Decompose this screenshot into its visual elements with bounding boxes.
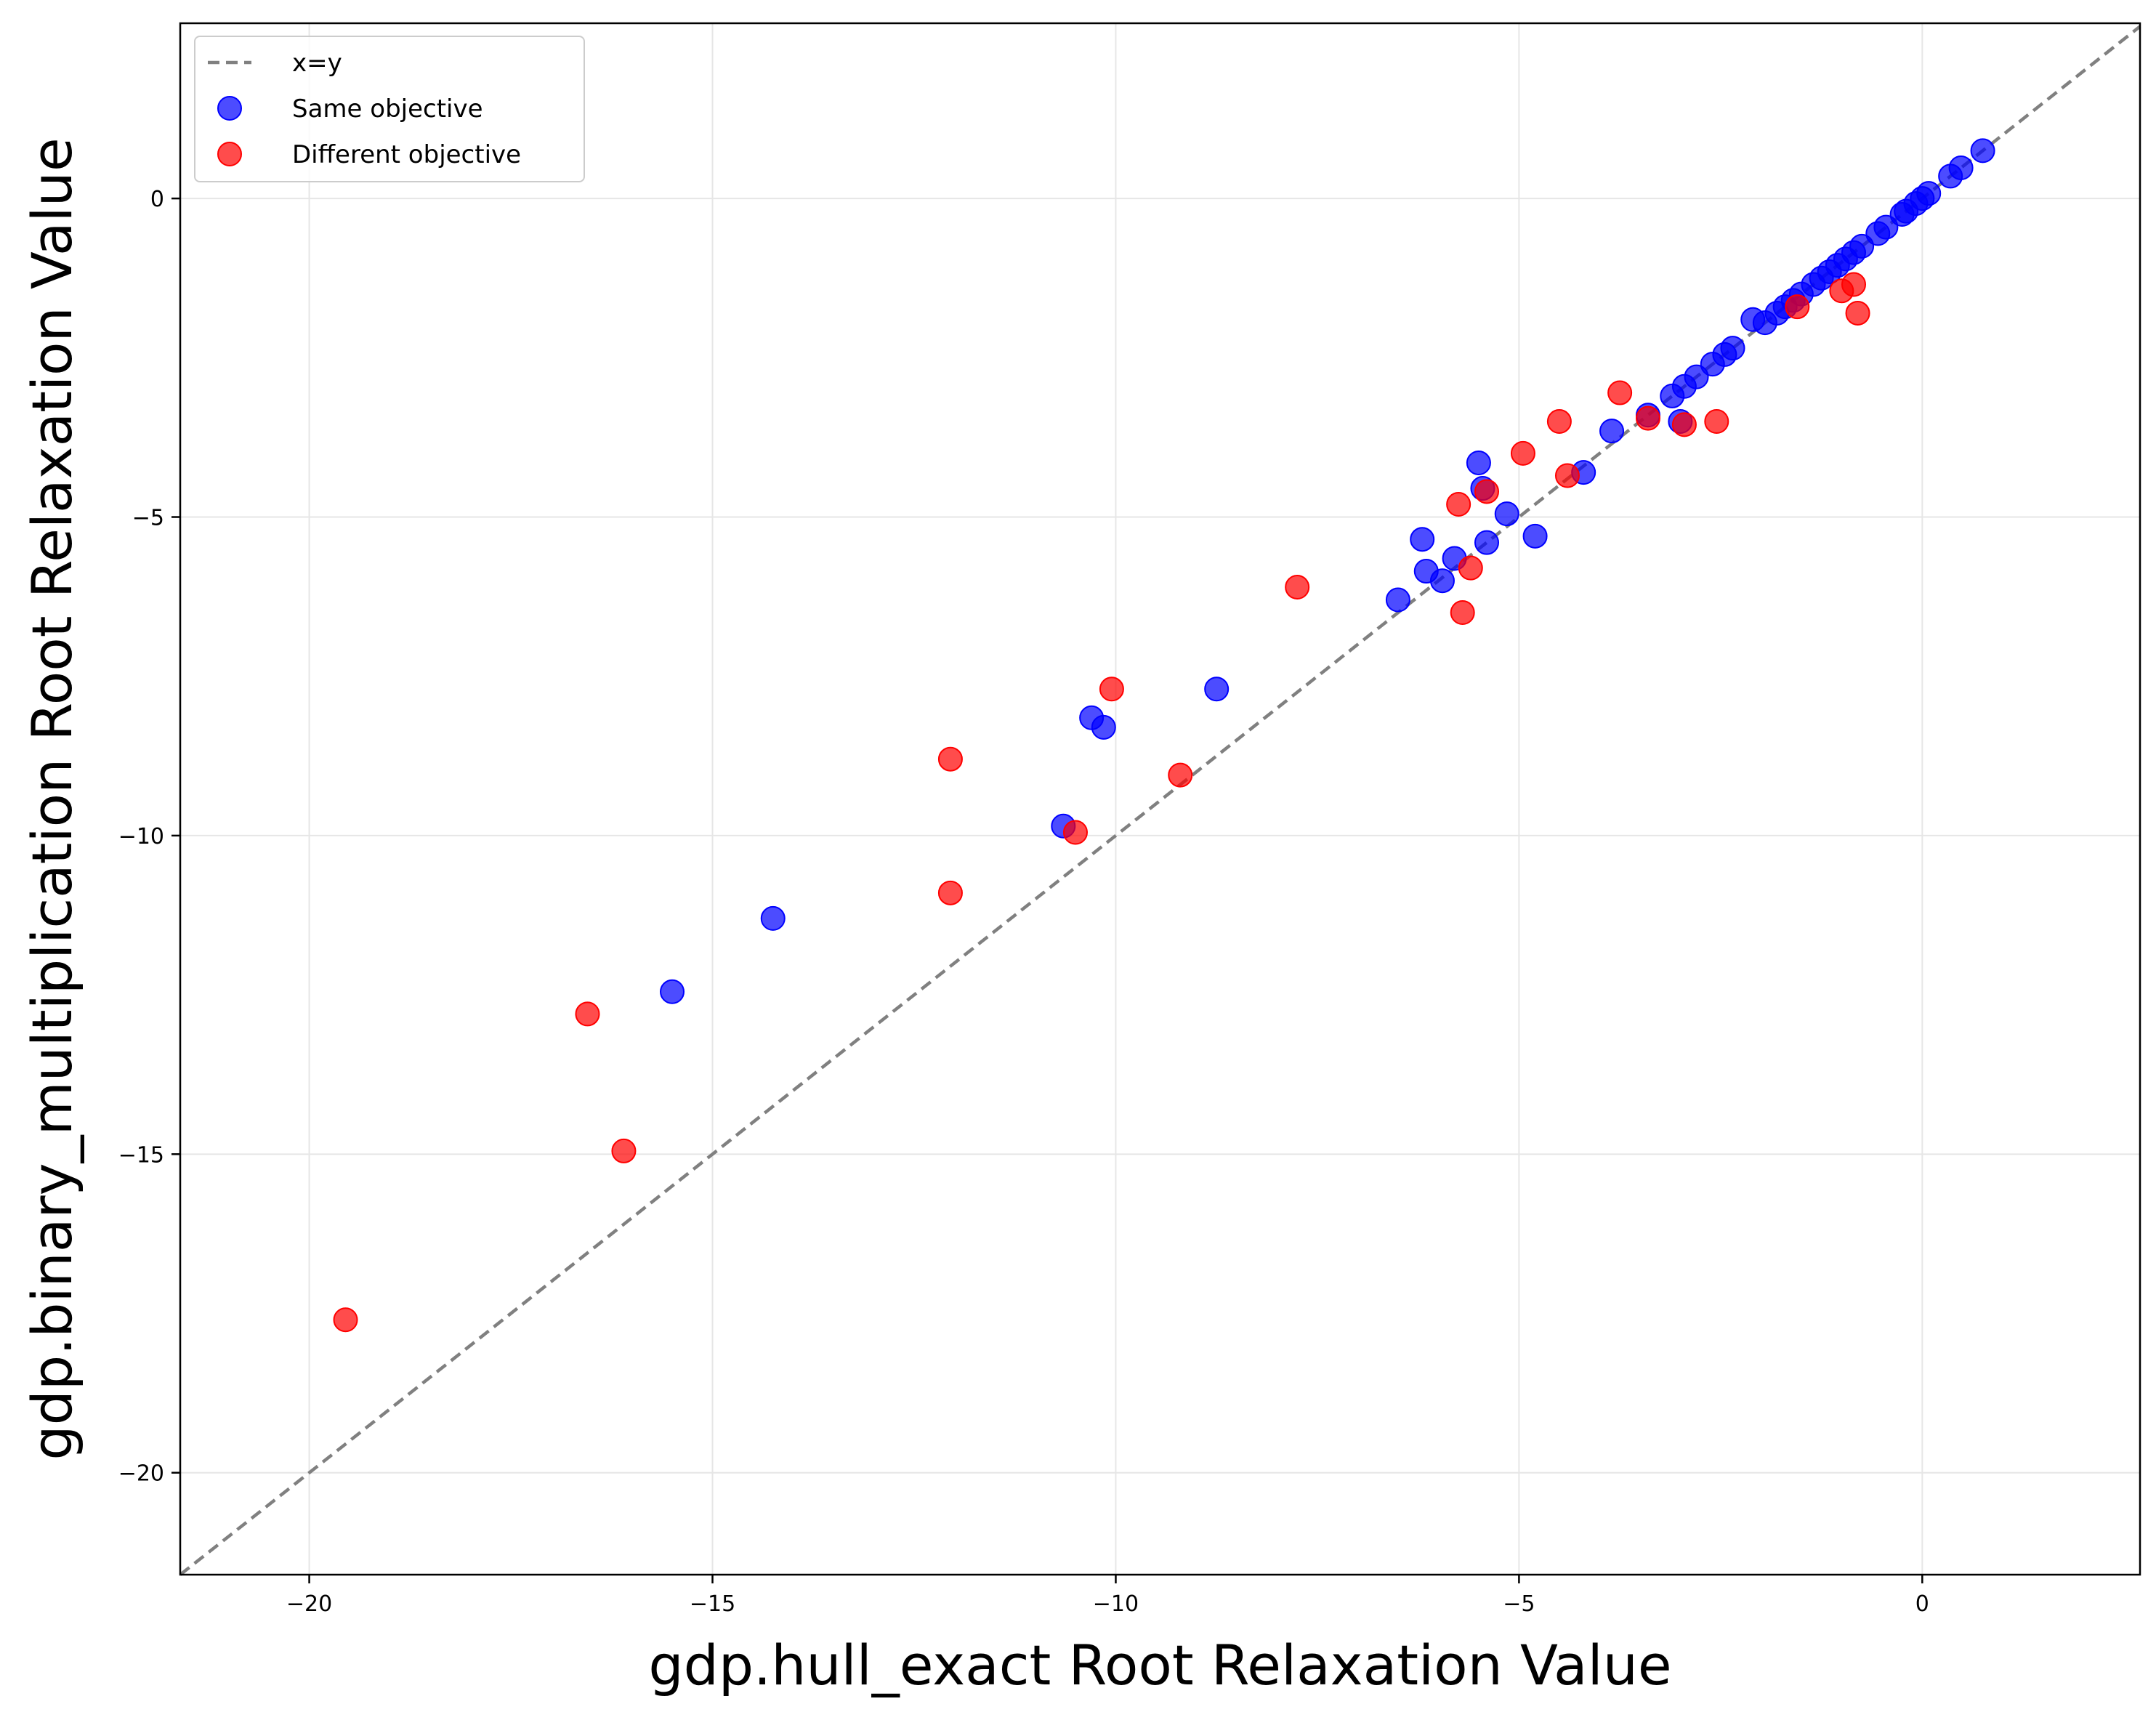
y-tick-label: −15	[118, 1142, 164, 1168]
legend-label-different: Different objective	[292, 140, 521, 169]
data-point-different-objective	[611, 1138, 637, 1163]
legend-box	[194, 36, 585, 182]
plot-frame	[179, 22, 2141, 1576]
data-point-different-objective	[1546, 408, 1572, 434]
legend: x=y Same objective Different objective	[194, 36, 585, 182]
data-point-different-objective	[1704, 408, 1729, 434]
data-point-different-objective	[1285, 574, 1310, 599]
data-point-same-objective	[1204, 677, 1230, 702]
y-tick-label: −5	[132, 506, 164, 531]
data-point-same-objective	[1740, 307, 1766, 332]
data-point-different-objective	[1474, 479, 1499, 504]
data-point-same-objective	[1660, 383, 1685, 408]
data-point-different-objective	[1635, 405, 1660, 431]
data-point-same-objective	[660, 979, 685, 1004]
data-point-same-objective	[1599, 419, 1625, 444]
data-point-different-objective	[1168, 762, 1193, 788]
data-point-different-objective	[937, 746, 963, 772]
data-point-different-objective	[1829, 278, 1854, 304]
data-point-same-objective	[1970, 138, 1995, 163]
data-point-same-objective	[760, 905, 786, 931]
legend-marker-same	[217, 96, 242, 121]
legend-marker-different	[217, 142, 242, 166]
data-point-different-objective	[1845, 300, 1870, 326]
x-axis-ticks: −20 −15 −10 −5 0	[286, 1575, 1929, 1617]
data-point-same-objective	[1413, 559, 1439, 584]
y-tick-label: −10	[118, 824, 164, 849]
y-axis-title: gdp.binary_multiplication Root Relaxatio…	[20, 137, 84, 1460]
data-point-different-objective	[1671, 412, 1697, 437]
data-point-same-objective	[1494, 501, 1519, 527]
data-point-different-objective	[1450, 600, 1475, 626]
data-point-same-objective	[1385, 587, 1410, 613]
y-axis-ticks: −20 −15 −10 −5 0	[118, 187, 180, 1487]
data-point-same-objective	[1079, 705, 1105, 730]
x-tick-label: −15	[690, 1591, 735, 1617]
x-tick-label: 0	[1915, 1591, 1929, 1617]
data-point-different-objective	[333, 1307, 358, 1333]
data-point-different-objective	[1554, 463, 1580, 488]
x-axis-title: gdp.hull_exact Root Relaxation Value	[648, 1633, 1671, 1697]
data-point-different-objective	[1099, 677, 1124, 702]
data-point-different-objective	[1607, 380, 1633, 405]
data-point-same-objective	[1474, 530, 1499, 555]
data-point-same-objective	[1466, 450, 1491, 475]
legend-label-reference: x=y	[292, 49, 342, 78]
y-tick-label: −20	[118, 1461, 164, 1487]
legend-label-same: Same objective	[292, 94, 483, 124]
x-tick-label: −10	[1093, 1591, 1139, 1617]
x-tick-label: −20	[286, 1591, 332, 1617]
data-point-different-objective	[937, 880, 963, 905]
y-tick-label: 0	[150, 187, 164, 212]
data-points	[333, 138, 1995, 1333]
data-point-different-objective	[1458, 555, 1483, 581]
data-point-same-objective	[1938, 163, 1963, 189]
data-point-different-objective	[575, 1001, 600, 1027]
data-point-same-objective	[1522, 523, 1548, 549]
data-point-different-objective	[1510, 440, 1535, 466]
data-point-different-objective	[1446, 491, 1471, 517]
data-point-same-objective	[1410, 527, 1435, 552]
grid-lines	[180, 23, 2140, 1575]
data-point-same-objective	[1700, 352, 1725, 377]
data-point-different-objective	[1785, 294, 1810, 320]
data-point-different-objective	[1062, 820, 1088, 845]
data-point-same-objective	[1889, 202, 1915, 227]
data-point-same-objective	[1865, 221, 1891, 246]
x-tick-label: −5	[1503, 1591, 1535, 1617]
